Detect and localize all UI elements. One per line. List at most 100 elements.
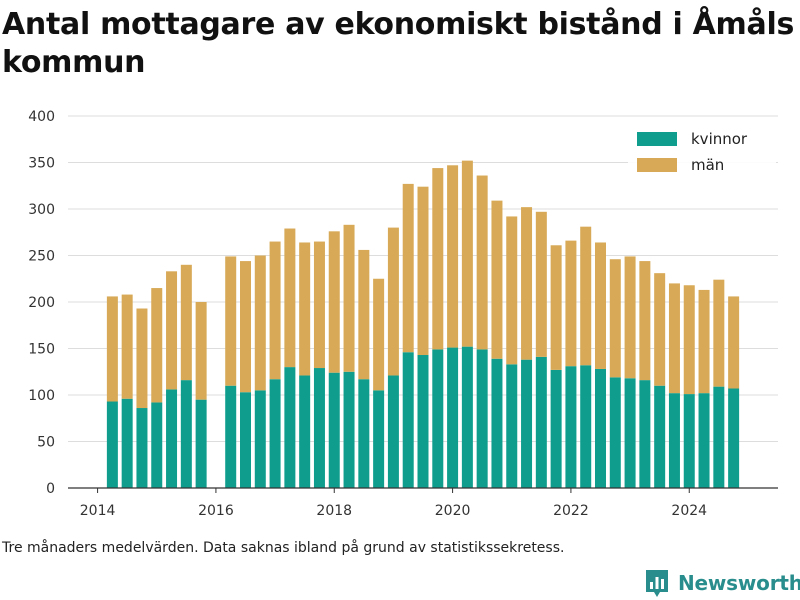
bars	[106, 160, 740, 488]
bar-kvinnor	[654, 385, 666, 488]
bar-man	[535, 211, 547, 357]
bar-man	[180, 264, 192, 381]
bar-man	[698, 289, 710, 394]
bar-man	[580, 226, 592, 366]
bar-man	[654, 273, 666, 386]
bar-man	[491, 200, 503, 359]
bar-kvinnor	[343, 371, 355, 488]
bar-kvinnor	[535, 356, 547, 488]
bar-kvinnor	[402, 352, 414, 488]
bar-kvinnor	[225, 385, 237, 488]
bar-man	[595, 242, 606, 369]
y-tick-label: 400	[28, 109, 55, 125]
bar-kvinnor	[121, 398, 133, 488]
bar-kvinnor	[491, 358, 503, 488]
y-tick-label: 0	[46, 481, 55, 497]
bar-man	[461, 160, 473, 347]
footnote: Tre månaders medelvärden. Data saknas ib…	[2, 540, 565, 556]
legend-swatch	[637, 132, 677, 146]
y-tick-label: 350	[28, 156, 55, 172]
bar-man	[506, 216, 518, 365]
bar-kvinnor	[299, 375, 311, 488]
legend-swatch	[637, 158, 677, 172]
chart-title: Antal mottagare av ekonomiskt bistånd i …	[2, 7, 795, 80]
bar-man	[121, 294, 133, 399]
bar-kvinnor	[565, 366, 577, 488]
bar-kvinnor	[506, 364, 518, 488]
bar-kvinnor	[698, 393, 710, 488]
bar-man	[269, 241, 281, 380]
brand-logo[interactable]: Newsworthy	[644, 566, 800, 600]
x-tick-label: 2022	[553, 503, 589, 519]
bar-man	[713, 279, 725, 387]
x-axis: 2014 2016 2018 2020 2022 2024	[68, 487, 778, 519]
bar-kvinnor	[328, 372, 340, 488]
bar-kvinnor	[609, 377, 621, 488]
bar-man	[609, 259, 621, 378]
bar-kvinnor	[195, 399, 207, 488]
bar-kvinnor	[521, 359, 533, 488]
x-tick-label: 2020	[435, 503, 471, 519]
y-tick-label: 100	[28, 388, 55, 404]
bar-man	[328, 231, 340, 373]
bar-man	[624, 256, 636, 379]
x-tick-label: 2016	[198, 503, 234, 519]
bar-kvinnor	[713, 386, 725, 488]
bar-man	[728, 296, 740, 389]
bar-man	[476, 175, 488, 350]
bar-man	[254, 255, 266, 391]
bar-man	[565, 240, 577, 367]
bar-kvinnor	[580, 365, 592, 488]
bar-kvinnor	[595, 368, 606, 488]
bar-kvinnor	[106, 401, 118, 488]
bar-man	[521, 207, 533, 360]
legend: kvinnor män	[628, 128, 776, 182]
bar-chart-logo-icon	[646, 570, 668, 597]
bar-kvinnor	[639, 380, 651, 488]
bar-man	[225, 256, 237, 386]
y-tick-label: 200	[28, 295, 55, 311]
bar-man	[402, 183, 414, 353]
bar-man	[387, 227, 399, 376]
bar-kvinnor	[373, 390, 385, 488]
bar-kvinnor	[461, 346, 473, 488]
bar-kvinnor	[476, 349, 488, 488]
bar-kvinnor	[683, 394, 695, 488]
bar-kvinnor	[166, 389, 178, 488]
bar-man	[358, 249, 370, 380]
stacked-bar-chart: 0 50 100 150 200 250 300 350 400 2014 2016 2018 202…	[28, 109, 778, 519]
bar-man	[432, 168, 444, 350]
bar-kvinnor	[136, 408, 148, 488]
y-tick-label: 300	[28, 202, 55, 218]
bar-kvinnor	[313, 368, 325, 488]
x-tick-label: 2014	[80, 503, 116, 519]
y-tick-label: 250	[28, 249, 55, 265]
bar-man	[151, 288, 163, 403]
bar-kvinnor	[417, 355, 429, 488]
x-tick-label: 2018	[316, 503, 352, 519]
bar-kvinnor	[269, 379, 281, 488]
bar-man	[313, 241, 325, 369]
bar-man	[195, 302, 207, 400]
bar-kvinnor	[254, 390, 266, 488]
bar-kvinnor	[624, 378, 636, 488]
bar-man	[668, 283, 680, 394]
x-tick-label: 2024	[671, 503, 707, 519]
bar-man	[373, 278, 385, 391]
bar-kvinnor	[550, 369, 562, 488]
legend-label: män	[691, 156, 724, 174]
bar-kvinnor	[358, 379, 370, 488]
y-tick-label: 150	[28, 342, 55, 358]
bar-man	[166, 271, 178, 390]
bar-man	[240, 261, 251, 393]
bar-man	[284, 228, 296, 368]
legend-label: kvinnor	[691, 130, 748, 148]
bar-man	[447, 165, 459, 348]
bar-kvinnor	[447, 347, 459, 488]
bar-kvinnor	[180, 380, 192, 488]
bar-man	[136, 308, 148, 409]
bar-kvinnor	[668, 393, 680, 488]
bar-kvinnor	[432, 349, 444, 488]
bar-man	[683, 285, 695, 395]
bar-man	[550, 245, 562, 370]
